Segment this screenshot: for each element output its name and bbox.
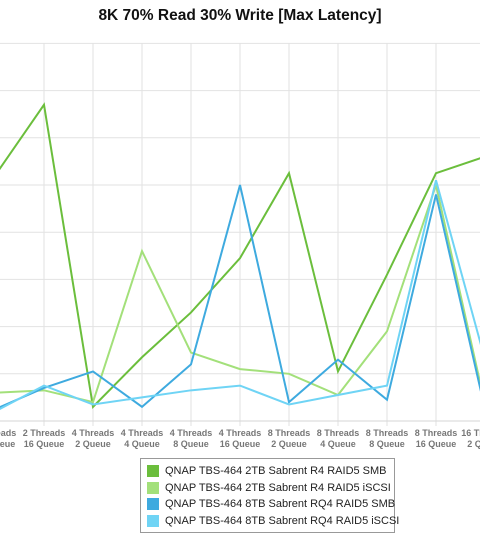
x-tick-label: 8 Threads 16 Queue [415,428,458,449]
x-tick-label: 2 Threads 16 Queue [23,428,66,449]
legend-swatch [147,481,159,494]
x-tick-label: 4 Threads 8 Queue [170,428,213,449]
x-tick-label: 8 Threads 2 Queue [268,428,311,449]
series-line-4 [0,180,480,411]
series-line-3 [0,184,480,409]
x-tick-label: 4 Threads 16 Queue [219,428,262,449]
legend-item: QNAP TBS-464 8TB Sabrent RQ4 RAID5 SMB [147,497,395,511]
series-line-1 [0,102,480,409]
series-lines [0,102,480,411]
chart-title: 8K 70% Read 30% Write [Max Latency] [98,7,382,24]
x-tick-label: 4 Threads 4 Queue [121,428,164,449]
legend-label: QNAP TBS-464 8TB Sabrent RQ4 RAID5 iSCSI [165,514,400,527]
x-tick-label: 8 Threads 8 Queue [366,428,409,449]
legend-label: QNAP TBS-464 8TB Sabrent RQ4 RAID5 SMB [165,498,396,510]
x-tick-label: 4 Threads 2 Queue [72,428,115,449]
legend-item: QNAP TBS-464 2TB Sabrent R4 RAID5 iSCSI [147,481,391,495]
legend-swatch [147,498,159,510]
legend: QNAP TBS-464 2TB Sabrent R4 RAID5 SMB QNA… [140,458,399,533]
x-tick-label: 8 Threads 4 Queue [317,428,360,449]
legend-label: QNAP TBS-464 2TB Sabrent R4 RAID5 SMB [165,465,387,477]
legend-swatch [147,514,159,527]
legend-swatch [147,465,159,477]
legend-item: QNAP TBS-464 8TB Sabrent RQ4 RAID5 iSCSI [147,514,399,528]
legend-label: QNAP TBS-464 2TB Sabrent R4 RAID5 iSCSI [165,481,391,494]
legend-item: QNAP TBS-464 2TB Sabrent R4 RAID5 SMB [147,464,387,478]
